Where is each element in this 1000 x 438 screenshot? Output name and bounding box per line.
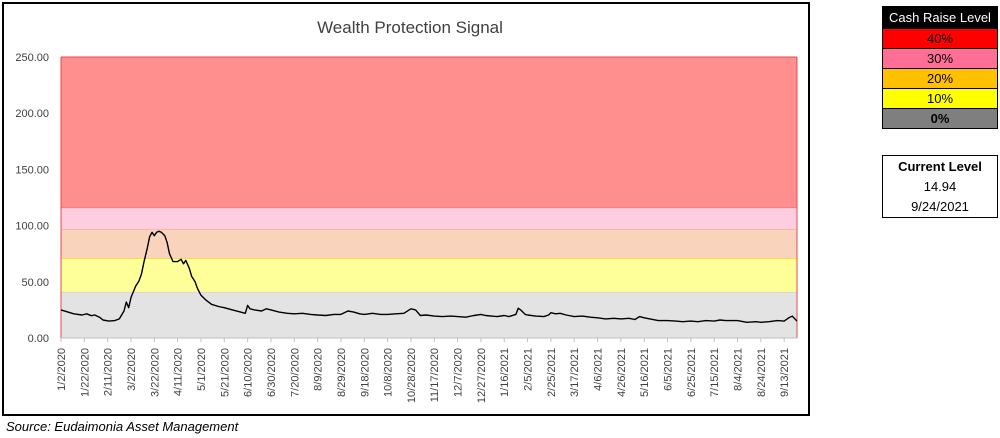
source-note: Source: Eudaimonia Asset Management bbox=[6, 419, 239, 434]
x-tick-label: 1/16/2021 bbox=[499, 348, 511, 397]
x-tick-label: 4/26/2021 bbox=[616, 348, 628, 397]
signal-band-2 bbox=[61, 228, 797, 259]
x-tick-label: 5/21/2020 bbox=[219, 348, 231, 397]
current-level-value: 14.94 bbox=[923, 179, 957, 194]
x-tick-label: 8/24/2021 bbox=[756, 348, 768, 397]
x-tick-label: 2/25/2021 bbox=[546, 348, 558, 397]
y-tick-label: 100.00 bbox=[15, 221, 49, 233]
x-tick-label: 9/13/2021 bbox=[779, 348, 791, 397]
signal-band-1 bbox=[61, 258, 797, 292]
x-tick-label: 9/18/2020 bbox=[359, 348, 371, 397]
x-tick-label: 7/15/2021 bbox=[709, 348, 721, 397]
y-tick-label: 50.00 bbox=[21, 277, 49, 289]
x-tick-label: 6/10/2020 bbox=[243, 348, 255, 397]
series-line-0 bbox=[60, 230, 798, 323]
y-tick-label: 0.00 bbox=[28, 333, 49, 345]
x-tick-label: 11/17/2020 bbox=[429, 348, 441, 402]
legend-row-10: 10% bbox=[883, 88, 997, 108]
chart-svg: Wealth Protection Signal 0.00 50.00 100.00 1… bbox=[15, 18, 798, 403]
x-tick-label: 10/28/2020 bbox=[406, 348, 418, 403]
x-tick-label: 3/22/2020 bbox=[149, 348, 161, 397]
x-tick-label: 8/29/2020 bbox=[336, 348, 348, 397]
x-tick-label: 8/4/2021 bbox=[733, 348, 745, 391]
legend-row-0: 0% bbox=[883, 108, 997, 128]
x-tick-label: 10/8/2020 bbox=[383, 348, 395, 397]
x-tick-label: 6/25/2021 bbox=[686, 348, 698, 397]
chart-title: Wealth Protection Signal bbox=[317, 18, 503, 37]
x-tick-label: 1/2/2020 bbox=[56, 348, 68, 391]
legend-row-40: 40% bbox=[883, 28, 997, 48]
x-tick-label: 4/6/2021 bbox=[593, 348, 605, 391]
x-tick-label: 1/22/2020 bbox=[79, 348, 91, 397]
legend-header: Cash Raise Level bbox=[883, 7, 997, 28]
y-tick-label: 150.00 bbox=[15, 164, 49, 176]
signal-band-4 bbox=[61, 57, 797, 208]
x-tick-label: 6/30/2020 bbox=[266, 348, 278, 397]
x-tick-label: 12/7/2020 bbox=[453, 348, 465, 397]
x-tick-label: 8/9/2020 bbox=[313, 348, 325, 391]
legend-row-30: 30% bbox=[883, 48, 997, 68]
y-tick-label: 200.00 bbox=[15, 108, 49, 120]
x-tick-label: 4/11/2020 bbox=[173, 348, 185, 396]
x-tick-label: 12/27/2020 bbox=[476, 348, 488, 403]
x-tick-label: 2/11/2020 bbox=[103, 348, 115, 396]
x-tick-label: 7/20/2020 bbox=[289, 348, 301, 397]
current-level-box: Current Level 14.94 9/24/2021 bbox=[882, 155, 998, 218]
x-tick-label: 3/17/2021 bbox=[569, 348, 581, 397]
cash-raise-legend: Cash Raise Level 40% 30% 20% 10% 0% bbox=[882, 6, 998, 129]
x-tick-label: 3/2/2020 bbox=[126, 348, 138, 391]
current-level-date: 9/24/2021 bbox=[911, 199, 969, 214]
x-tick-label: 6/5/2021 bbox=[663, 348, 675, 391]
x-tick-label: 5/16/2021 bbox=[639, 348, 651, 397]
legend-row-20: 20% bbox=[883, 68, 997, 88]
x-tick-label: 2/5/2021 bbox=[523, 348, 535, 391]
x-tick-label: 5/1/2020 bbox=[196, 348, 208, 391]
y-tick-label: 250.00 bbox=[15, 52, 49, 64]
signal-band-3 bbox=[61, 207, 797, 229]
current-level-title: Current Level bbox=[898, 159, 982, 174]
